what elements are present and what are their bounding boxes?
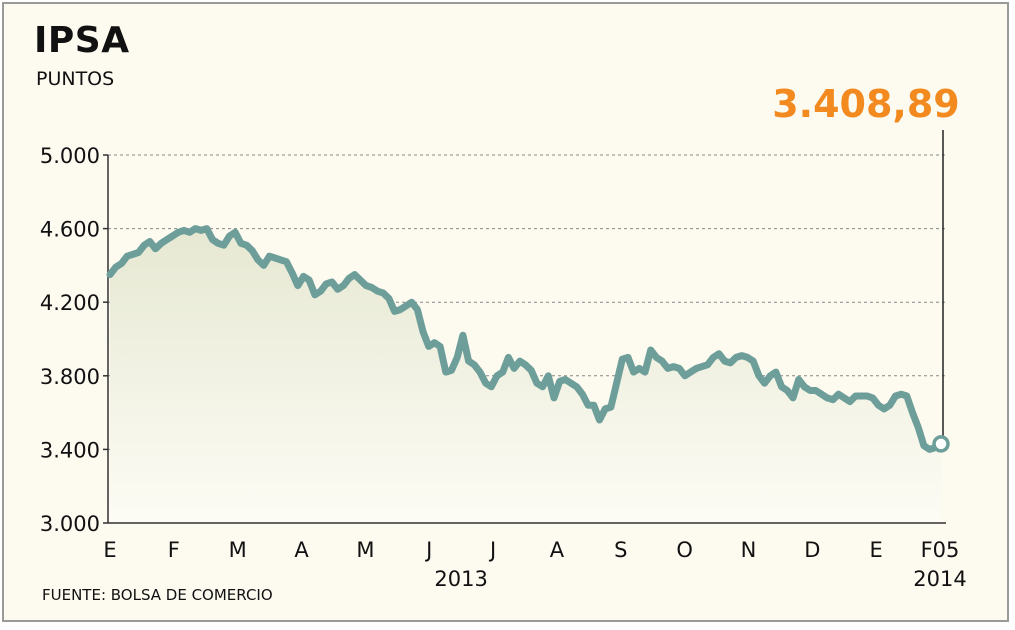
source-note: FUENTE: BOLSA DE COMERCIO xyxy=(42,586,273,604)
chart-title: IPSA xyxy=(34,20,130,61)
chart-unit-label: PUNTOS xyxy=(36,68,115,90)
x-tick-label: A xyxy=(294,538,309,562)
y-tick-label: 5.000 xyxy=(40,144,100,168)
x-tick-label: M xyxy=(356,538,374,562)
x-tick-label: N xyxy=(741,538,757,562)
series-area xyxy=(110,228,941,523)
x-tick-label: F05 xyxy=(921,538,960,562)
series-line-ipsa xyxy=(106,225,945,453)
y-tick-label: 3.400 xyxy=(40,438,100,462)
y-tick-label: 4.200 xyxy=(40,291,100,315)
y-tick-label: 3.000 xyxy=(40,512,100,536)
y-tick-label: 4.600 xyxy=(40,218,100,242)
x-tick-label: E xyxy=(103,538,116,562)
last-value-marker xyxy=(932,435,950,453)
last-value-label: 3.408,89 xyxy=(772,82,960,126)
x-tick-label: O xyxy=(676,538,693,562)
x-tick-label: J xyxy=(424,538,432,562)
y-tick-label: 3.800 xyxy=(40,365,100,389)
x-tick-label: S xyxy=(614,538,627,562)
x-tick-label: D xyxy=(804,538,820,562)
x-tick-label: A xyxy=(550,538,565,562)
x-tick-label: M xyxy=(229,538,247,562)
y-axis-ticks: 5.000 4.600 4.200 3.800 3.400 3.000 xyxy=(40,144,108,536)
x-year-label: 2013 xyxy=(434,567,487,591)
x-axis-ticks: E F M A M J J A S O N D E F05 2013 2014 xyxy=(103,538,966,591)
x-tick-label: F xyxy=(168,538,180,562)
x-tick-label: J xyxy=(488,538,496,562)
x-tick-label: E xyxy=(870,538,883,562)
x-year-label: 2014 xyxy=(913,567,966,591)
